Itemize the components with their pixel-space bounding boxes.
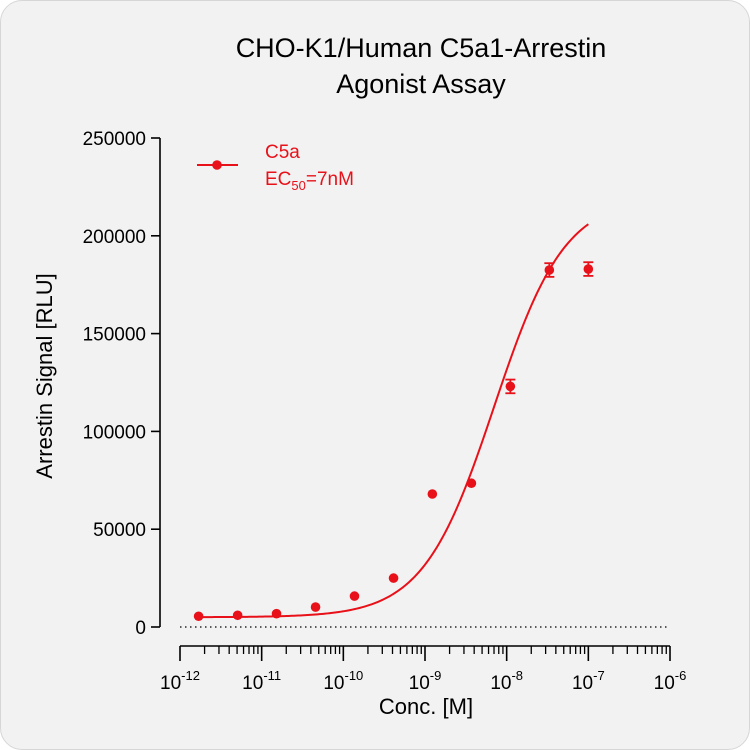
y-tick-label: 150000: [83, 325, 146, 346]
legend-ec50-suffix: =7nM: [306, 169, 354, 190]
chart-title-line-1: CHO-K1/Human C5a1-Arrestin: [236, 33, 607, 63]
x-tick-base: 10: [242, 673, 263, 694]
x-tick-label: 10-9: [409, 668, 442, 694]
legend-ec50-subscript: 50: [291, 178, 305, 193]
x-tick-label: 10-8: [490, 668, 523, 694]
y-tick-label: 200000: [83, 227, 146, 248]
x-tick-label: 10-10: [323, 668, 363, 694]
y-tick-label: 0: [135, 618, 146, 639]
data-point: [232, 610, 243, 621]
x-tick-exponent: -12: [181, 668, 200, 683]
y-tick-label: 100000: [83, 422, 146, 443]
x-axis-label: Conc. [M]: [379, 694, 473, 719]
data-point: [544, 265, 555, 275]
y-axis-label: Arrestin Signal [RLU]: [32, 273, 57, 478]
legend-ec50: EC50=7nM: [265, 169, 354, 193]
data-point: [271, 608, 282, 619]
x-tick-exponent: -9: [430, 668, 442, 683]
y-tick-label: 50000: [93, 520, 146, 541]
y-tick-label: 250000: [83, 129, 146, 150]
fit-curve: [198, 223, 589, 619]
data-point: [427, 489, 438, 499]
y-axis: 0 50000 100000 150000 200000 250000: [83, 129, 161, 639]
x-tick-exponent: -8: [511, 668, 523, 683]
x-axis: 10-12 10-11 10-10 10-9 10-8 10-7 10-6: [160, 645, 687, 694]
legend-marker: [212, 160, 222, 170]
x-tick-base: 10: [490, 673, 511, 694]
x-tick-base: 10: [160, 673, 181, 694]
data-point: [583, 264, 594, 274]
legend: C5a EC50=7nM: [197, 142, 354, 193]
x-tick-exponent: -10: [345, 668, 364, 683]
data-point: [388, 573, 399, 583]
chart-title-line-2: Agonist Assay: [336, 69, 506, 99]
data-point: [505, 381, 516, 392]
data-point: [466, 478, 477, 489]
plot-area: [180, 223, 670, 628]
x-tick-base: 10: [572, 673, 593, 694]
data-point: [310, 602, 321, 612]
data-point: [349, 591, 360, 601]
x-tick-base: 10: [654, 673, 675, 694]
x-tick-base: 10: [323, 673, 344, 694]
x-tick-label: 10-7: [572, 668, 605, 694]
legend-series-name: C5a: [265, 142, 300, 163]
x-tick-exponent: -7: [593, 668, 605, 683]
x-tick-label: 10-6: [654, 668, 687, 694]
x-tick-label: 10-11: [242, 668, 281, 694]
x-tick-exponent: -6: [675, 668, 687, 683]
legend-ec50-prefix: EC: [265, 169, 291, 190]
x-tick-label: 10-12: [160, 668, 200, 694]
data-point: [193, 611, 204, 622]
x-tick-exponent: -11: [263, 668, 281, 683]
x-tick-base: 10: [409, 673, 430, 694]
